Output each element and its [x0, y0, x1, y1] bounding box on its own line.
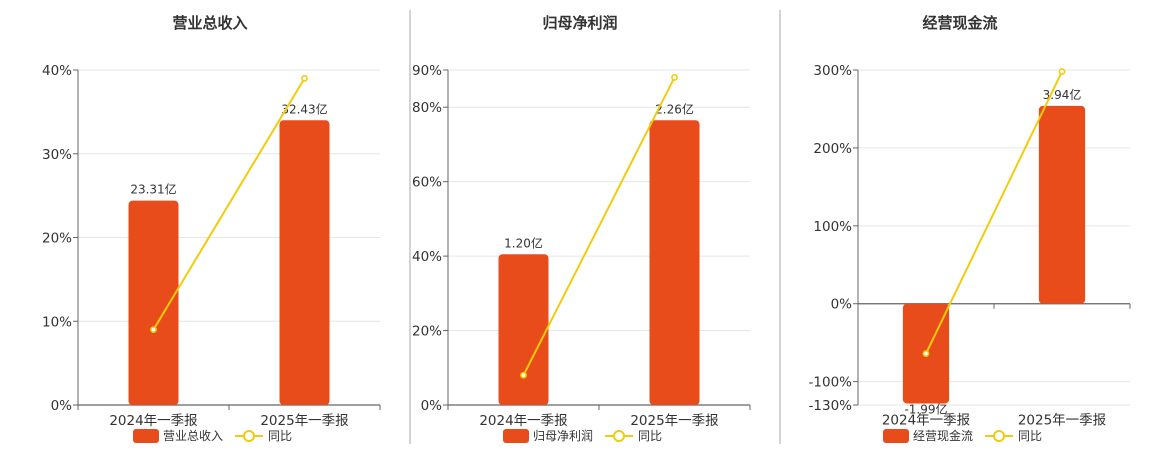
chart1-yoy-point-2	[301, 74, 308, 82]
chart2-category-label-1: 2024年一季报	[479, 413, 567, 429]
chart1-bar-2	[279, 120, 330, 405]
chart3-y-tick-label: -130%	[809, 398, 853, 414]
chart1-y-tick-label: 10%	[42, 314, 72, 330]
chart1-yoy-line	[152, 77, 306, 331]
chart1-yoy-point-1	[150, 326, 157, 334]
chart2-legend-bar-label: 归母净利润	[533, 429, 593, 443]
chart3-y-tick-label: 0%	[831, 297, 853, 313]
chart3-yoy-point-1	[922, 350, 930, 357]
chart3-category-label-1: 2024年一季报	[882, 413, 970, 429]
chart2-legend-bar-swatch	[503, 429, 529, 443]
chart1-legend-bar-swatch	[133, 429, 159, 443]
chart2-legend-line-marker	[613, 430, 625, 442]
chart2-bar-2	[649, 120, 700, 405]
chart2-y-tick-label: 20%	[412, 324, 442, 340]
chart2-title: 归母净利润	[542, 14, 617, 32]
chart3-y-tick-label: 300%	[813, 63, 852, 79]
chart1-legend-bar-label: 营业总收入	[163, 429, 223, 443]
chart3-legend-bar-swatch	[883, 429, 909, 443]
chart3-y-tick-label: 100%	[813, 219, 852, 235]
chart3-yoy-line	[925, 71, 1063, 355]
chart2-bar-1	[498, 254, 549, 405]
chart2-bar-label-2: 2.26亿	[655, 101, 694, 116]
chart1-legend-line-label: 同比	[268, 429, 292, 443]
chart2-bar-label-1: 1.20亿	[504, 235, 543, 250]
chart1-bar-label-2: 32.43亿	[281, 101, 327, 116]
chart2-legend-line-label: 同比	[638, 429, 662, 443]
chart3-legend-line-marker	[993, 430, 1005, 442]
chart1-legend-line-marker	[243, 430, 255, 442]
chart1-bar-label-1: 23.31亿	[130, 182, 176, 197]
chart3-yoy-point-2	[1058, 68, 1066, 75]
chart2-y-tick-label: 0%	[421, 398, 443, 414]
chart2-yoy-point-2	[671, 74, 678, 81]
chart2-y-tick-label: 60%	[412, 175, 442, 191]
chart2-y-tick-label: 90%	[412, 63, 442, 79]
chart2-yoy-line	[522, 76, 676, 376]
chart1-y-tick-label: 20%	[42, 231, 72, 247]
chart3-title: 经营现金流	[922, 14, 997, 32]
chart1-y-tick-label: 0%	[51, 398, 73, 414]
chart1-bar-1	[128, 200, 179, 405]
chart3-y-tick-label: 200%	[813, 141, 852, 157]
chart2-category-label-2: 2025年一季报	[630, 413, 718, 429]
chart1-y-tick-label: 30%	[42, 147, 72, 163]
chart2-yoy-point-1	[520, 371, 527, 379]
chart3-legend-bar-label: 经营现金流	[913, 428, 973, 443]
chart3-bar-2	[1038, 105, 1086, 304]
chart3-bar-label-1: -1.99亿	[904, 401, 947, 416]
chart1-y-tick-label: 40%	[42, 63, 72, 79]
chart1-category-label-1: 2024年一季报	[109, 413, 197, 429]
chart1-category-label-2: 2025年一季报	[260, 413, 348, 429]
chart3-legend-line-label: 同比	[1018, 429, 1042, 443]
chart3-category-label-2: 2025年一季报	[1018, 413, 1106, 429]
chart2-y-tick-label: 80%	[412, 100, 442, 116]
chart2-y-tick-label: 40%	[412, 249, 442, 265]
chart1-title: 营业总收入	[172, 14, 247, 32]
chart3-y-tick-label: -100%	[809, 375, 853, 391]
